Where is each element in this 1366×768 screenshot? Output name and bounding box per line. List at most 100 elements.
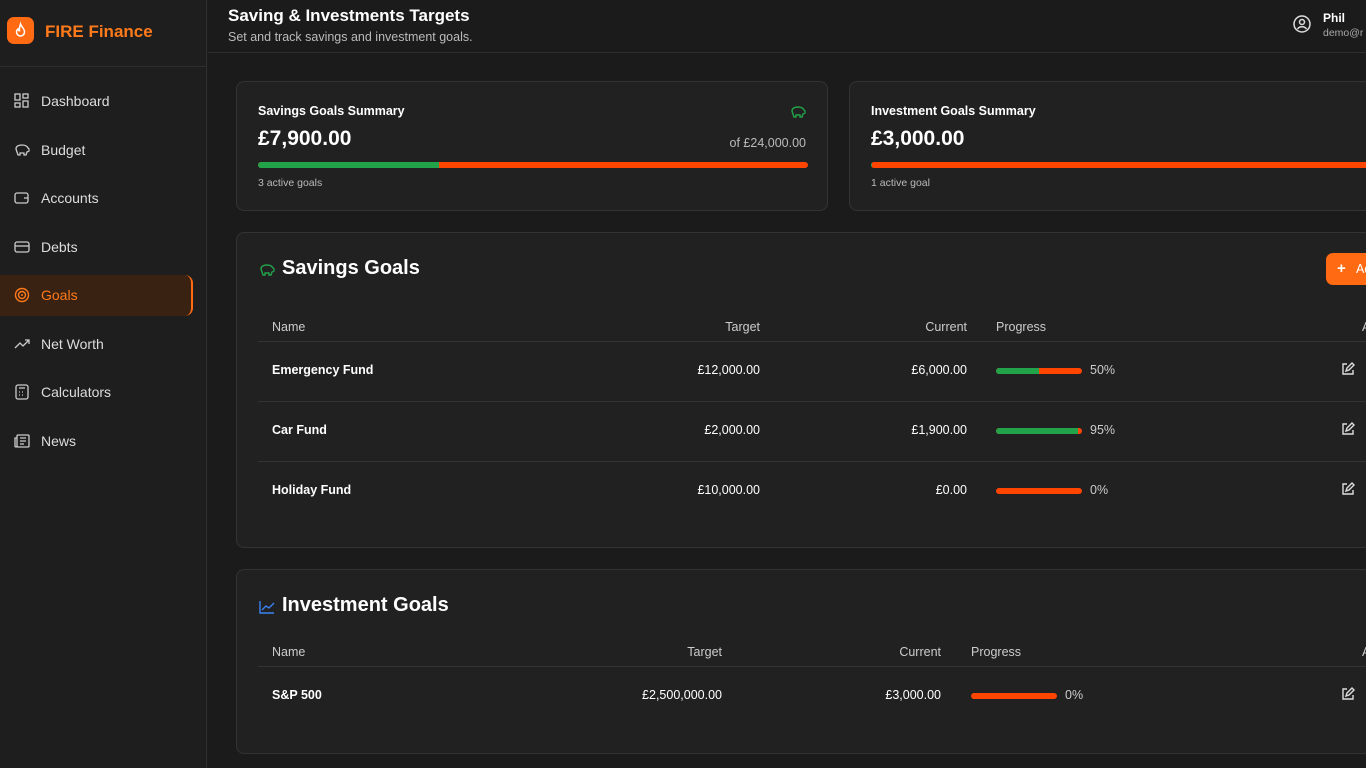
edit-button[interactable] [1341,482,1355,501]
progress-fill [871,162,872,168]
logo [7,17,34,44]
section-title: Investment Goals [282,594,449,616]
edit-button[interactable] [1341,687,1355,706]
add-button[interactable]: + Ad [1326,253,1366,285]
main: Saving & Investments Targets Set and tra… [208,0,1366,768]
card-title: Investment Goals Summary [871,104,1036,118]
button-label: Ad [1356,262,1366,276]
nav-icon [14,433,30,448]
progress-fill [258,162,439,168]
nav-item[interactable]: Calculators [0,372,193,413]
progress-fill [996,368,1039,374]
plus-icon: + [1337,260,1346,277]
icon [259,601,275,614]
nav-label: News [41,432,77,449]
nav-icon [15,143,30,156]
note: 1 active goal [871,177,930,189]
goal-target: £10,000.00 [697,483,760,497]
icon [260,264,275,276]
goal-target: £2,500,000.00 [642,688,722,702]
nav-icon [14,338,30,348]
progress-track [996,488,1082,494]
user-email: demo@r [1323,27,1364,39]
note: 3 active goals [258,177,323,189]
goal-name: Holiday Fund [272,483,352,497]
column-header: Current [899,645,941,659]
edit-button[interactable] [1341,362,1355,381]
nav-item[interactable]: Goals [0,275,193,316]
nav-item[interactable]: Debts [0,227,193,268]
edit-icon [1342,687,1355,700]
page-subtitle: Set and track savings and investment goa… [228,30,473,44]
nav-label: Calculators [41,384,112,400]
row-divider [258,341,1366,342]
nav-icon [14,192,29,204]
row-divider [258,401,1366,402]
goal-name: Emergency Fund [272,363,374,377]
goals-card: Investment Goals Name Target Current Progres… [236,569,1366,754]
goals-card: Savings Goals + Ad Name Target Current Progres… [236,232,1366,548]
nav-item[interactable]: Accounts [0,178,193,219]
column-header: Progress [971,645,1022,659]
page-title: Saving & Investments Targets [228,6,470,25]
nav-label: Accounts [41,190,99,206]
goal-name: Car Fund [272,423,327,437]
nav-label: Goals [41,287,78,303]
goal-current: £6,000.00 [911,363,967,377]
edit-icon [1342,422,1355,435]
target: of £24,000.00 [729,136,806,150]
column-header: A [1362,320,1366,334]
nav-item[interactable]: Budget [0,130,193,171]
goal-target: £2,000.00 [704,423,760,437]
user-icon[interactable] [1292,14,1312,34]
nav-icon [14,240,30,253]
progress-track [871,162,1366,168]
progress-label: 0% [1090,483,1109,497]
column-header: Target [725,320,760,334]
progress-label: 0% [1065,688,1084,702]
row-divider [258,461,1366,462]
edit-icon [1342,482,1355,495]
progress-label: 50% [1090,363,1116,377]
nav-item[interactable]: Net Worth [0,324,193,365]
progress-track [971,693,1057,699]
goal-current: £0.00 [935,483,967,497]
nav-label: Net Worth [41,335,104,352]
icon-wrap [259,600,275,619]
nav-icon [15,384,29,400]
goal-current: £1,900.00 [911,423,967,437]
progress-track [996,368,1082,374]
row-divider [258,666,1366,667]
nav-label: Dashboard [41,93,110,109]
nav-icon [14,93,29,108]
goal-name: S&P 500 [272,688,322,702]
nav-item[interactable]: News [0,421,193,462]
column-header: Current [925,320,967,334]
brand: FIRE Finance [45,22,153,41]
divider [208,52,1366,53]
user-name: Phil [1323,11,1346,25]
column-header: A [1362,645,1366,659]
nav-item[interactable]: Dashboard [0,81,193,122]
goal-target: £12,000.00 [697,363,760,377]
sidebar: FIRE Finance Dashboard Budget Accounts Debt… [0,0,207,768]
column-header: Progress [996,320,1047,334]
summary-card: Savings Goals Summary £7,900.00 of £24,000… [236,81,828,211]
icon-wrap [259,263,275,282]
divider [0,66,207,67]
column-header: Name [272,645,306,659]
edit-button[interactable] [1341,422,1355,441]
amount: £3,000.00 [871,127,965,150]
nav-label: Budget [41,141,86,158]
nav-icon [14,287,30,303]
progress-fill [996,428,1078,434]
edit-icon [1342,362,1355,375]
column-header: Name [272,320,306,334]
progress-track [258,162,808,168]
progress-label: 95% [1090,423,1116,437]
amount: £7,900.00 [258,127,352,150]
nav-label: Debts [41,238,78,255]
icon-wrap [790,105,806,124]
